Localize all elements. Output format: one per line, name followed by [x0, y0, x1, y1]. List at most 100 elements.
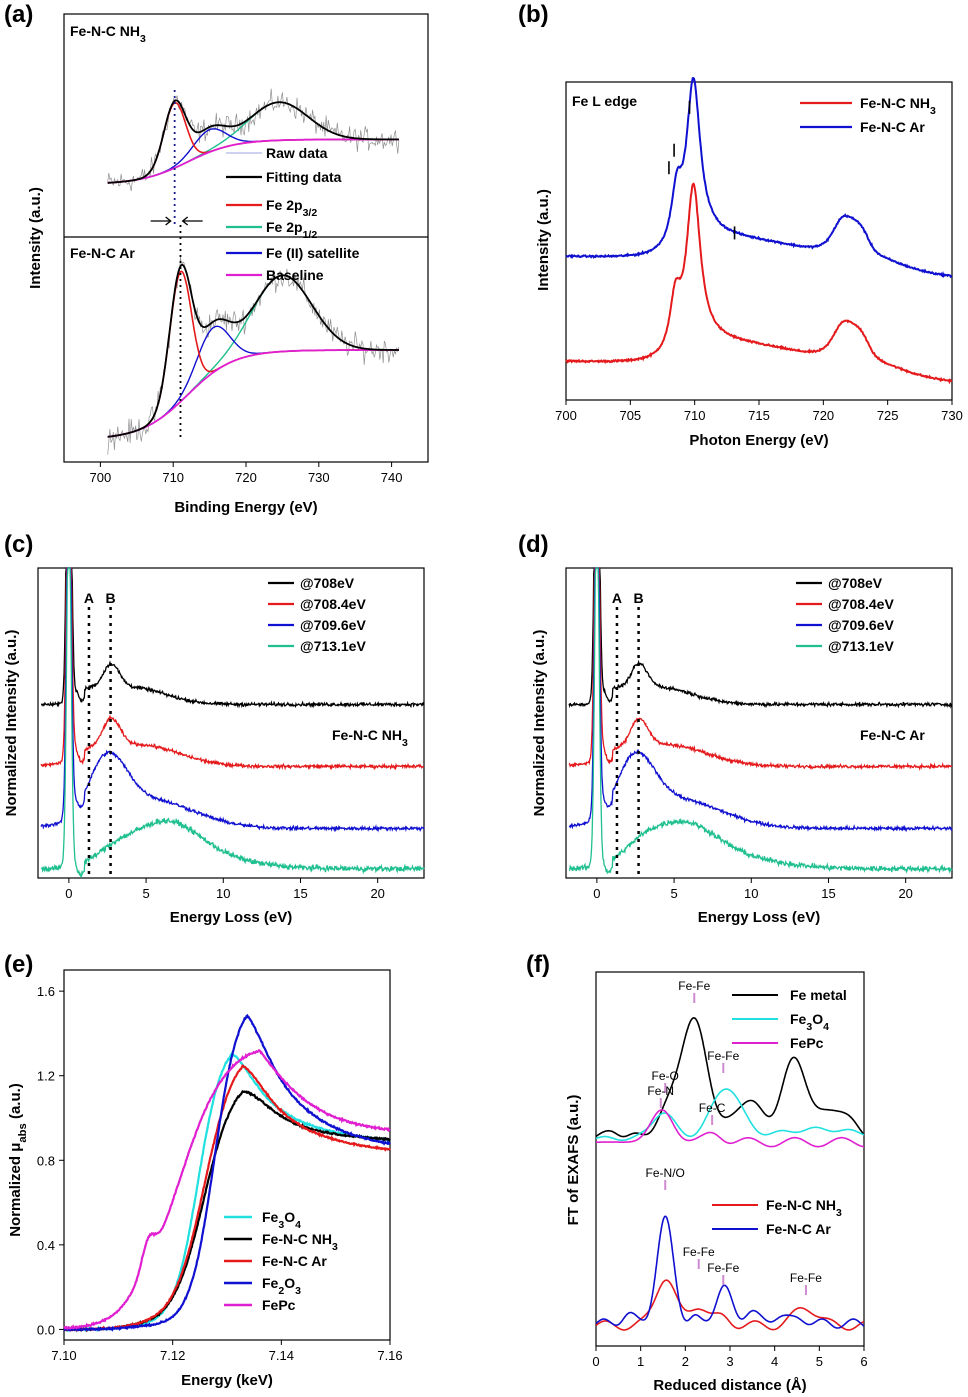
x-tick-label: 7.14	[269, 1348, 294, 1363]
x-tick-label: 5	[670, 886, 677, 901]
x-tick-label: 730	[308, 470, 330, 485]
x-axis-title-c: Energy Loss (eV)	[170, 909, 293, 926]
sample-label-d: Fe-N-C Ar	[860, 727, 925, 743]
y-tick-label: 0.0	[37, 1322, 55, 1337]
y-tick-label: 1.2	[37, 1069, 55, 1084]
x-tick-label: 0	[593, 886, 600, 901]
legend-label: Fe-N-C NH3	[860, 95, 936, 117]
legend-label: FePc	[790, 1035, 824, 1051]
x-axis-title-e: Energy (keV)	[181, 1372, 273, 1389]
feature-label: B	[634, 590, 644, 606]
panel-b: (b) 700 705 710 715 720 725 730 Photon Energy (e…	[518, 1, 963, 449]
satellite-line	[107, 128, 399, 184]
panel-f: (f) 0 1 2 3 4 5 6 Reduced distance (Å) FT of EXAF…	[526, 951, 868, 1394]
x-tick-label: 10	[744, 886, 758, 901]
series-line	[40, 567, 425, 771]
series-line	[40, 567, 425, 833]
panel-title-b: Fe L edge	[572, 93, 637, 109]
series-line	[40, 567, 425, 879]
series-line	[596, 1109, 864, 1148]
legend-label: Baseline	[266, 267, 324, 283]
bond-label: Fe-Fe	[678, 979, 710, 993]
x-tick-label: 10	[216, 886, 230, 901]
y-tick-label: 0.4	[37, 1238, 55, 1253]
sample-label-top: Fe-N-C NH3	[70, 23, 146, 45]
bond-label: Fe-C	[699, 1101, 726, 1115]
series-line	[40, 567, 425, 709]
panel-label-a: (a)	[4, 1, 33, 28]
series-line-ar	[565, 77, 953, 279]
panel-label-c: (c)	[4, 531, 33, 558]
x-axis-title-b: Photon Energy (eV)	[689, 432, 828, 449]
fe2p12-line	[107, 274, 399, 438]
x-tick-label: 4	[771, 1354, 778, 1369]
legend-label: Fe metal	[790, 987, 847, 1003]
series-line	[63, 1013, 391, 1332]
legend-label: Fe2O3	[262, 1275, 301, 1297]
panel-a: (a) 700 710 720 730 740 Binding Energy (eV) Int…	[4, 1, 429, 516]
legend-label: Fe (II) satellite	[266, 245, 360, 261]
plot-frame	[63, 969, 391, 1341]
panel-d: (d) 0 5 10 15 20 Energy Loss (eV) Normalized In…	[518, 531, 953, 926]
baseline-line	[107, 349, 399, 438]
x-tick-label: 730	[941, 408, 963, 423]
x-tick-label: 15	[293, 886, 307, 901]
series-line	[568, 567, 953, 833]
x-tick-label: 6	[860, 1354, 867, 1369]
legend-label: @709.6eV	[828, 617, 894, 633]
panel-c: (c) 0 5 10 15 20 Energy Loss (eV) Normalized In…	[3, 531, 425, 926]
fe2p32-line	[107, 270, 399, 438]
legend-label: Fe 2p3/2	[266, 197, 317, 219]
baseline-line	[107, 138, 399, 184]
x-tick-label: 720	[812, 408, 834, 423]
series-line	[568, 567, 953, 874]
y-axis-title-b: Intensity (a.u.)	[535, 189, 552, 291]
x-tick-label: 5	[142, 886, 149, 901]
legend-label: Fe3O4	[262, 1209, 301, 1231]
y-axis-title-e: Normalized μabs (a.u.)	[7, 1083, 29, 1237]
bond-label: Fe-Fe	[790, 1271, 822, 1285]
x-tick-label: 20	[370, 886, 384, 901]
sample-label-c: Fe-N-C NH3	[332, 727, 408, 749]
x-tick-label: 700	[90, 470, 112, 485]
series-line	[595, 1088, 865, 1142]
x-tick-label: 720	[235, 470, 257, 485]
bond-label: Fe-O	[652, 1069, 679, 1083]
bond-label: Fe-Fe	[707, 1261, 739, 1275]
legend-label: @708.4eV	[300, 596, 366, 612]
x-tick-label: 3	[726, 1354, 733, 1369]
fitting-line	[107, 263, 399, 438]
plot-frame	[565, 567, 953, 879]
x-tick-label: 0	[592, 1354, 599, 1369]
legend-label: @713.1eV	[300, 638, 366, 654]
x-axis-title-f: Reduced distance (Å)	[653, 1377, 806, 1394]
y-axis-title-f: FT of EXAFS (a.u.)	[565, 1095, 582, 1226]
x-tick-label: 710	[162, 470, 184, 485]
legend-label: Fe-N-C NH3	[262, 1231, 338, 1253]
legend-label: @708.4eV	[828, 596, 894, 612]
legend-label: @708eV	[300, 575, 355, 591]
series-line	[568, 567, 953, 772]
panel-label-b: (b)	[518, 1, 549, 28]
y-axis-title-c: Normalized Intensity (a.u.)	[3, 630, 20, 817]
series-line	[595, 1279, 865, 1331]
fitting-line	[107, 99, 399, 184]
bond-label: Fe-Fe	[707, 1049, 739, 1063]
x-tick-label: 7.16	[377, 1348, 402, 1363]
legend-label: Fe-N-C Ar	[766, 1221, 831, 1237]
y-axis-title-d: Normalized Intensity (a.u.)	[531, 630, 548, 817]
legend-label: Fe-N-C Ar	[262, 1253, 327, 1269]
legend-label: Fitting data	[266, 169, 342, 185]
feature-label: B	[106, 590, 116, 606]
legend-label: @713.1eV	[828, 638, 894, 654]
series-line	[568, 567, 953, 709]
legend-label: Raw data	[266, 145, 328, 161]
legend-label: Fe-N-C NH3	[766, 1197, 842, 1219]
x-tick-label: 7.12	[160, 1348, 185, 1363]
feature-label: A	[612, 590, 622, 606]
feature-label: A	[84, 590, 94, 606]
series-line	[63, 1064, 391, 1332]
x-tick-label: 20	[898, 886, 912, 901]
series-line	[595, 1215, 865, 1329]
y-axis-title-a: Intensity (a.u.)	[27, 187, 44, 289]
